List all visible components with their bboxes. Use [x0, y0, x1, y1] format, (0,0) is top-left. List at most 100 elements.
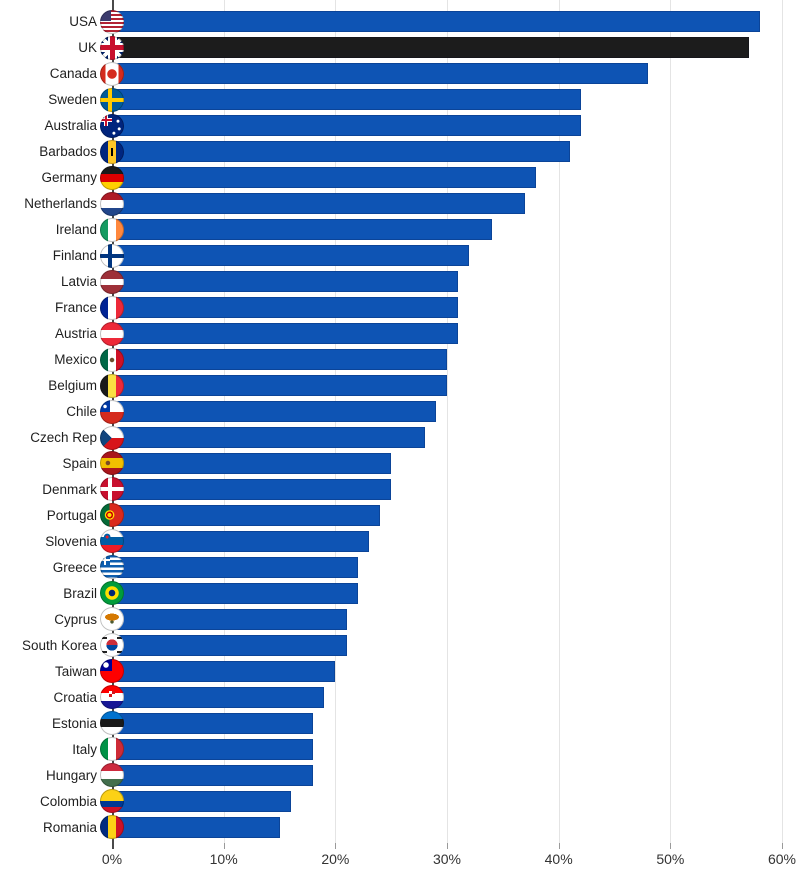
taiwan-flag-icon [100, 659, 124, 684]
country-label: Barbados [39, 144, 97, 160]
country-label: Portugal [46, 507, 97, 523]
bar-uk [112, 37, 749, 59]
austria-flag-icon [100, 321, 124, 346]
slovenia-flag-icon [100, 529, 124, 554]
bar-hungary [112, 764, 313, 786]
mexico-flag-icon [100, 347, 124, 372]
row-estonia: Estonia [0, 710, 800, 736]
country-label: Greece [52, 559, 97, 575]
portugal-flag-icon [100, 503, 124, 528]
bar-ireland [112, 219, 492, 241]
bar-slovenia [112, 530, 369, 552]
country-label: Canada [49, 66, 97, 82]
bar-portugal [112, 504, 380, 526]
country-label: Romania [42, 819, 97, 835]
country-label: Croatia [53, 689, 97, 705]
row-greece: Greece [0, 554, 800, 580]
country-label: Ireland [55, 222, 97, 238]
bar-italy [112, 738, 313, 760]
row-mexico: Mexico [0, 347, 800, 373]
bar-taiwan [112, 660, 336, 682]
canada-flag-icon [100, 61, 124, 86]
usa-flag-icon [100, 9, 124, 34]
country-label: Slovenia [45, 533, 97, 549]
country-label: Latvia [60, 274, 97, 290]
country-label: Colombia [39, 793, 97, 809]
row-chile: Chile [0, 399, 800, 425]
bar-cyprus [112, 608, 347, 630]
gridline-50 [670, 0, 672, 843]
bar-south-korea [112, 634, 347, 656]
country-label: Spain [62, 455, 97, 471]
bar-france [112, 297, 459, 319]
czech-rep-flag-icon [100, 425, 124, 450]
row-ireland: Ireland [0, 217, 800, 243]
australia-flag-icon [100, 113, 124, 138]
bar-sweden [112, 89, 581, 111]
x-tick-label: 40% [544, 851, 573, 867]
bar-greece [112, 556, 358, 578]
greece-flag-icon [100, 555, 124, 580]
country-label: Mexico [54, 352, 97, 368]
bar-czech-rep [112, 427, 425, 448]
bar-barbados [112, 141, 570, 163]
bar-netherlands [112, 193, 526, 215]
x-tick [223, 843, 225, 849]
sweden-flag-icon [100, 87, 124, 112]
x-tick [782, 843, 783, 849]
country-label: Czech Rep [30, 430, 97, 445]
country-label: France [54, 300, 97, 316]
chile-flag-icon [100, 399, 124, 424]
bar-latvia [112, 271, 459, 293]
row-germany: Germany [0, 165, 800, 191]
bar-brazil [112, 582, 358, 604]
x-tick-label: 50% [656, 851, 685, 867]
row-south-korea: South Korea [0, 632, 800, 658]
row-romania: Romania [0, 814, 800, 840]
country-label: Denmark [42, 481, 97, 497]
bar-usa [112, 11, 760, 33]
cyprus-flag-icon [100, 607, 124, 632]
netherlands-flag-icon [100, 191, 124, 216]
row-finland: Finland [0, 243, 800, 269]
x-tick [447, 843, 448, 849]
barbados-flag-icon [100, 139, 124, 164]
germany-flag-icon [100, 165, 124, 190]
italy-flag-icon [100, 737, 124, 762]
country-label: Sweden [48, 92, 97, 108]
croatia-flag-icon [100, 685, 124, 710]
row-denmark: Denmark [0, 476, 800, 502]
bar-chile [112, 401, 436, 423]
country-label: Italy [72, 741, 97, 757]
colombia-flag-icon [100, 789, 124, 814]
row-croatia: Croatia [0, 684, 800, 710]
country-label: Cyprus [54, 611, 97, 627]
x-tick-label: 10% [209, 851, 238, 867]
row-uk: UK [0, 35, 800, 61]
bar-finland [112, 245, 470, 267]
country-label: South Korea [21, 637, 97, 653]
country-label: Austria [54, 326, 97, 342]
bar-germany [112, 167, 537, 189]
row-colombia: Colombia [0, 788, 800, 814]
country-label: Estonia [51, 715, 97, 731]
country-label: Brazil [63, 585, 97, 601]
romania-flag-icon [100, 815, 124, 840]
country-label: USA [69, 14, 97, 30]
south-korea-flag-icon [100, 633, 124, 658]
latvia-flag-icon [100, 269, 124, 294]
bar-mexico [112, 349, 447, 371]
x-tick-label: 20% [321, 851, 350, 867]
x-tick-label: 60% [767, 851, 797, 867]
finland-flag-icon [100, 243, 124, 268]
row-italy: Italy [0, 736, 800, 762]
spain-flag-icon [100, 451, 124, 476]
country-label: Finland [52, 248, 97, 264]
ireland-flag-icon [100, 217, 124, 242]
row-barbados: Barbados [0, 139, 800, 165]
x-tick [670, 843, 672, 849]
denmark-flag-icon [100, 477, 124, 502]
zero-axis-line [112, 0, 114, 849]
bar-denmark [112, 478, 392, 500]
